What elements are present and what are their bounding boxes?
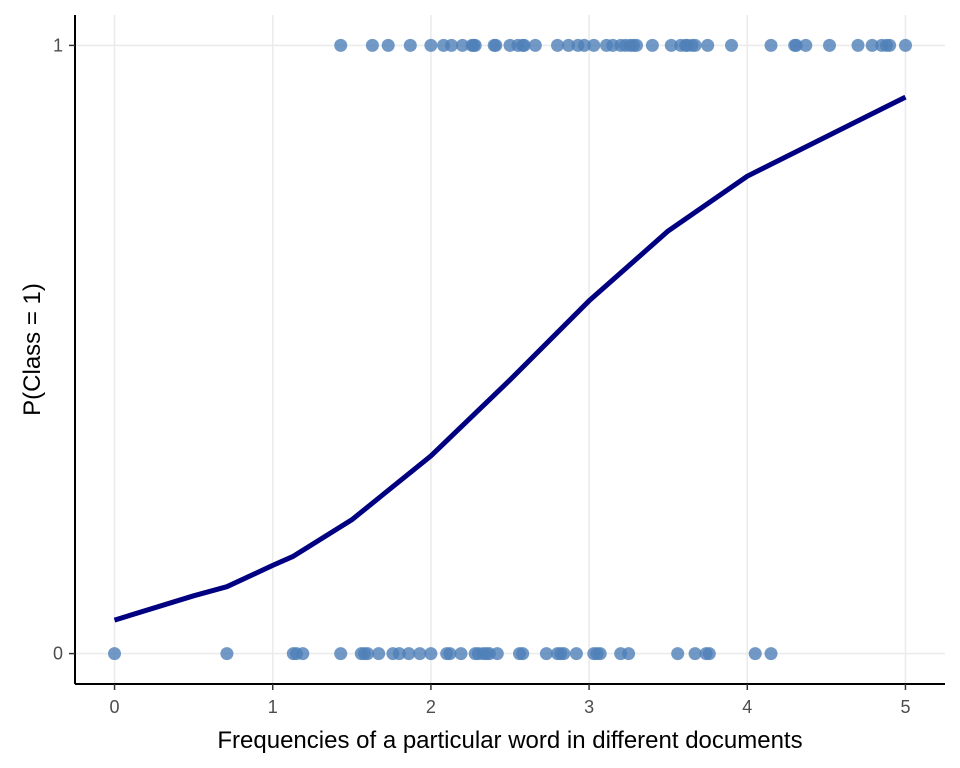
data-point-class-1-12 (489, 38, 503, 52)
data-point-class-0-37 (688, 647, 702, 661)
x-axis-title: Frequencies of a particular word in diff… (217, 727, 802, 754)
x-tick-label-4: 4 (742, 697, 752, 717)
data-point-class-1-3 (403, 38, 417, 52)
data-point-class-0-35 (622, 647, 636, 661)
data-point-class-0-16 (443, 647, 457, 661)
y-axis-title: P(Class = 1) (19, 283, 46, 416)
data-point-class-0-0 (108, 647, 121, 661)
data-point-class-0-14 (424, 647, 438, 661)
data-point-class-1-2 (381, 38, 395, 52)
data-point-class-1-7 (456, 38, 469, 52)
data-point-class-1-21 (577, 38, 591, 52)
data-point-class-1-31 (664, 38, 678, 52)
data-point-class-1-48 (883, 38, 897, 52)
data-point-class-1-16 (517, 38, 531, 52)
y-tick-label-1: 1 (53, 35, 63, 55)
x-tick-label-1: 1 (268, 697, 278, 717)
data-point-class-1-19 (562, 38, 575, 52)
data-point-class-1-39 (764, 38, 778, 52)
data-point-class-1-17 (528, 38, 542, 52)
x-axis-ticks: 0 1 2 3 4 5 (110, 684, 910, 717)
data-point-class-0-39 (702, 647, 716, 661)
data-point-class-1-30 (645, 38, 659, 52)
data-point-class-0-40 (748, 647, 762, 661)
data-point-class-1-43 (823, 38, 836, 52)
y-axis-ticks: 01 (53, 35, 75, 664)
data-point-class-1-6 (445, 38, 458, 52)
data-point-class-0-11 (392, 647, 406, 661)
fitted-logistic-curve (113, 94, 907, 623)
data-points-layer (108, 38, 912, 661)
data-point-class-0-23 (490, 647, 504, 661)
data-point-class-1-10 (468, 38, 482, 52)
data-point-class-0-1 (220, 647, 234, 661)
x-tick-label-5: 5 (900, 697, 910, 717)
data-point-class-1-18 (551, 38, 564, 52)
data-point-class-0-12 (402, 647, 416, 661)
data-point-class-1-44 (851, 38, 865, 52)
data-point-class-0-30 (569, 647, 583, 661)
x-tick-label-3: 3 (584, 697, 594, 717)
data-point-class-1-4 (424, 38, 438, 52)
data-point-class-1-42 (799, 38, 813, 52)
data-point-class-0-33 (593, 647, 607, 661)
data-point-class-0-8 (361, 647, 375, 661)
axes (74, 15, 945, 685)
data-point-class-1-1 (365, 38, 379, 52)
data-point-class-1-41 (789, 38, 803, 52)
data-point-class-1-45 (865, 38, 879, 52)
data-point-class-0-9 (372, 647, 386, 661)
data-point-class-0-5 (334, 647, 348, 661)
data-point-class-1-49 (899, 38, 912, 52)
grid-lines (75, 15, 945, 684)
x-tick-label-2: 2 (426, 697, 436, 717)
y-tick-label-0: 0 (53, 644, 63, 664)
data-point-class-1-36 (688, 38, 702, 52)
data-point-class-1-38 (725, 38, 738, 52)
data-point-class-1-0 (334, 38, 348, 52)
data-point-class-1-22 (587, 38, 601, 52)
data-point-class-0-25 (516, 647, 530, 661)
data-point-class-0-4 (296, 647, 310, 661)
data-point-class-0-26 (539, 647, 553, 661)
data-point-class-1-29 (630, 38, 643, 52)
data-point-class-0-17 (454, 647, 468, 661)
data-point-class-0-29 (557, 647, 571, 661)
data-point-class-0-36 (671, 647, 685, 661)
data-point-class-0-41 (764, 647, 778, 661)
data-point-class-1-37 (701, 38, 715, 52)
fitted-curve-layer (113, 94, 907, 623)
x-tick-label-0: 0 (110, 697, 120, 717)
data-point-class-0-13 (413, 647, 427, 661)
